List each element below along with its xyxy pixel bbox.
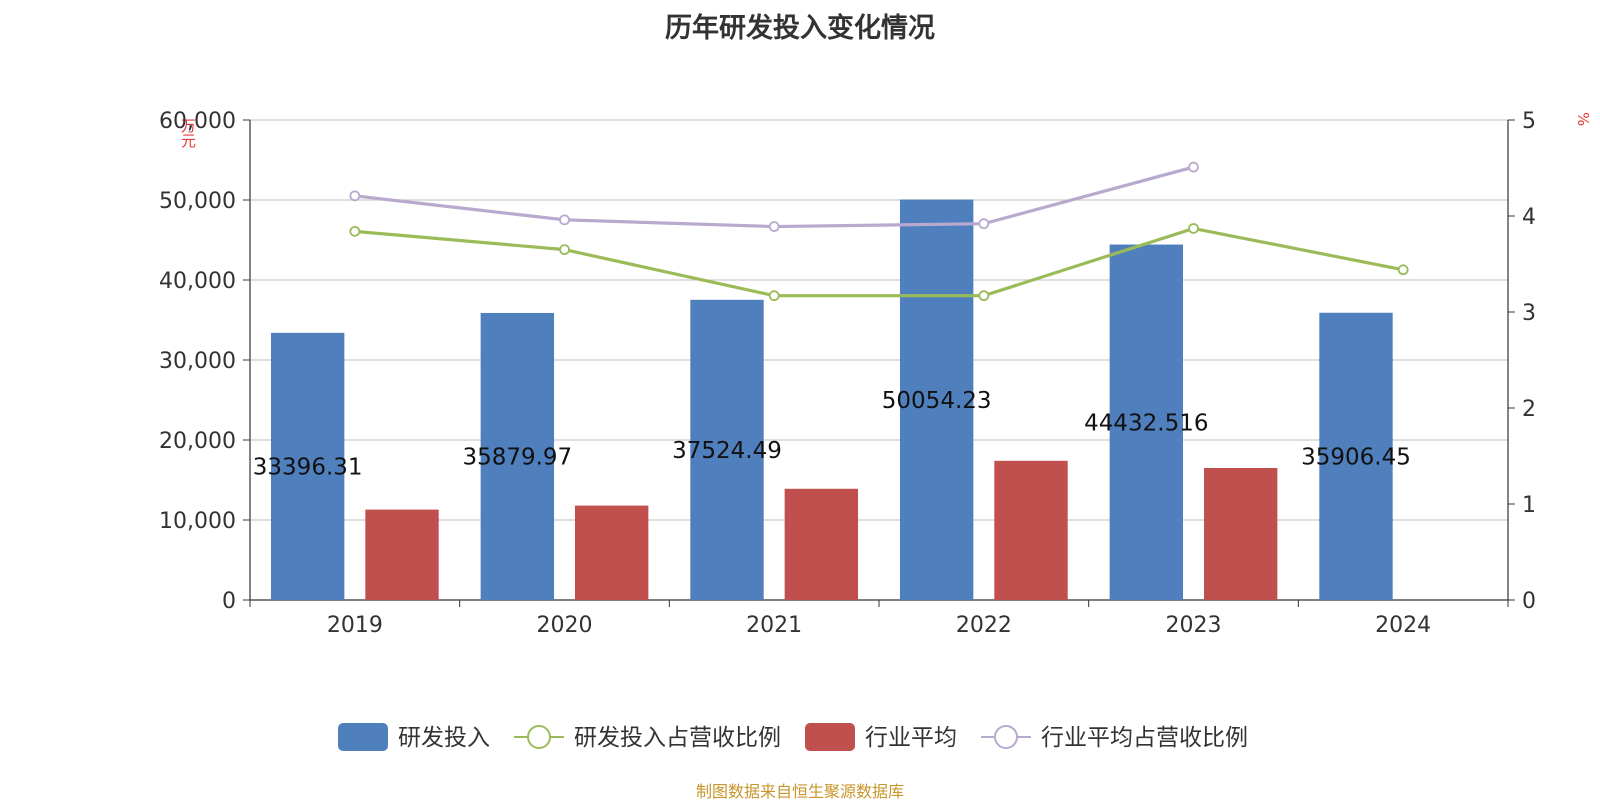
y-right-tick-label: 5: [1522, 109, 1536, 134]
x-tick-label: 2019: [327, 613, 383, 638]
line-point: [978, 218, 990, 230]
legend-label: 行业平均: [865, 725, 957, 751]
bar-data-label: 44432.516: [1084, 410, 1208, 436]
series-line: [354, 226, 1404, 298]
line-point: [349, 190, 361, 202]
bar-data-label: 35906.45: [1301, 444, 1411, 470]
x-tick-label: 2023: [1166, 613, 1222, 638]
x-tick-label: 2020: [537, 613, 593, 638]
legend-swatch-marker: [994, 725, 1018, 749]
x-tick-label: 2022: [956, 613, 1012, 638]
y-left-tick-label: 40,000: [159, 269, 236, 294]
y-axis-right-title: %: [1574, 112, 1592, 127]
source-note: 制图数据来自恒生聚源数据库: [695, 782, 904, 801]
y-right-tick-label: 4: [1522, 205, 1536, 230]
legend-swatch: [805, 723, 855, 751]
bar: [690, 299, 764, 600]
line-point: [559, 214, 570, 226]
legend-swatch-marker: [527, 725, 551, 749]
line-point: [1188, 223, 1199, 234]
line-point: [978, 290, 990, 302]
legend-label: 行业平均占营收比例: [1041, 725, 1248, 751]
bar-data-label: 35879.97: [462, 444, 572, 470]
line-point: [768, 221, 780, 232]
bar: [270, 332, 345, 600]
line-point: [349, 225, 361, 237]
bar: [899, 199, 974, 600]
bar-data-label: 33396.31: [253, 454, 363, 480]
legend-label: 研发投入: [398, 725, 490, 751]
bar: [1203, 468, 1278, 600]
y-axis-left-title: 万元: [179, 118, 197, 148]
y-left-tick-label: 20,000: [159, 429, 236, 454]
y-left-tick-label: 0: [222, 589, 236, 614]
bar: [784, 488, 859, 600]
legend-label: 研发投入占营收比例: [574, 725, 781, 751]
series-line: [354, 165, 1194, 229]
y-left-tick-label: 30,000: [159, 349, 236, 374]
bar: [574, 505, 649, 600]
y-right-tick-label: 3: [1522, 301, 1536, 326]
y-left-tick-label: 60,000: [159, 109, 236, 134]
y-left-tick-label: 50,000: [159, 189, 236, 214]
y-left-tick-label: 10,000: [159, 509, 236, 534]
bar-data-label: 50054.23: [882, 388, 992, 414]
line-point: [768, 290, 780, 302]
y-right-tick-label: 0: [1522, 589, 1536, 614]
bar: [365, 509, 439, 600]
y-right-tick-label: 2: [1522, 397, 1536, 422]
x-tick-label: 2021: [746, 613, 802, 638]
chart-title: 历年研发投入变化情况: [665, 13, 935, 44]
y-right-tick-label: 1: [1522, 493, 1536, 518]
legend-swatch: [338, 723, 388, 751]
bar: [480, 312, 555, 600]
bar-data-label: 37524.49: [672, 438, 782, 464]
bar: [994, 460, 1068, 600]
bar: [1319, 312, 1393, 600]
line-point: [559, 244, 570, 256]
bar: [1109, 244, 1184, 601]
line-point: [1188, 161, 1199, 173]
x-tick-label: 2024: [1375, 613, 1431, 638]
line-point: [1397, 264, 1409, 276]
